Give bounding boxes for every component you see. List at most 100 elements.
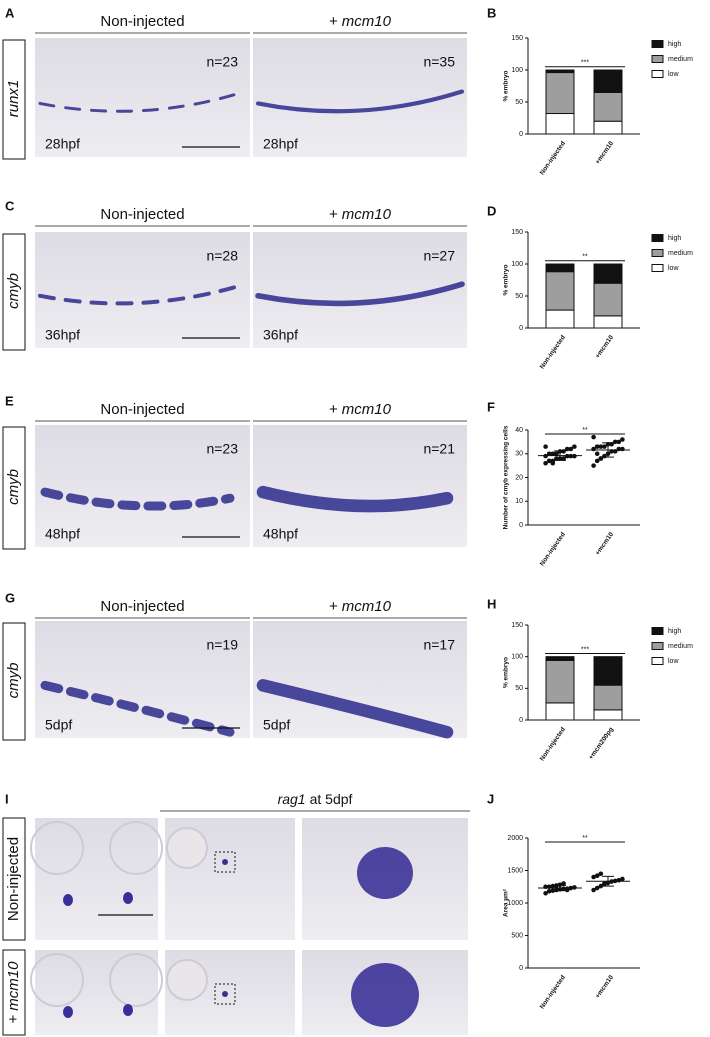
plus-sign: + (329, 206, 338, 223)
data-point (543, 444, 548, 449)
y-tick-label: 1000 (507, 900, 523, 907)
y-tick-label: 0 (519, 131, 523, 138)
micrograph (35, 621, 250, 738)
significance-label: *** (581, 646, 589, 653)
bar-segment (593, 684, 623, 711)
bar-segment (545, 263, 575, 273)
bar-segment (593, 69, 623, 93)
y-tick-label: 40 (515, 427, 523, 434)
stage-label: 28hpf (263, 136, 298, 152)
bar-segment (545, 659, 575, 704)
x-tick-label: +mcm10 (594, 531, 615, 557)
data-point (550, 460, 556, 466)
zoom-box (214, 851, 236, 873)
y-axis-label: % embryo (503, 657, 510, 688)
data-point (568, 446, 574, 452)
data-point (554, 451, 559, 457)
sample-size: n=28 (206, 248, 238, 264)
data-point (602, 444, 607, 449)
data-point (598, 456, 604, 461)
bar-segment (593, 315, 623, 329)
data-point (620, 437, 625, 442)
micrograph (253, 425, 467, 547)
bar-segment (545, 702, 575, 721)
micrograph (253, 621, 467, 738)
panel-letter: F (487, 399, 495, 414)
sample-size: n=23 (206, 54, 238, 70)
thymus-stain (63, 894, 73, 906)
y-tick-label: 150 (511, 35, 523, 42)
y-tick-label: 100 (511, 654, 523, 661)
column-header: Non-injected (100, 401, 184, 418)
gene-box (2, 233, 26, 351)
x-tick-label: Non-injected (539, 974, 567, 1010)
data-point (554, 456, 559, 461)
sample-size: n=35 (423, 54, 455, 70)
significance-label: ** (582, 254, 588, 261)
micrograph (35, 232, 250, 348)
y-tick-label: 150 (511, 622, 523, 629)
y-tick-label: 0 (519, 325, 523, 332)
data-point (550, 888, 556, 893)
data-point (594, 444, 600, 449)
gene-name: mcm10 (342, 401, 392, 418)
bar-segment (593, 282, 623, 317)
data-point (561, 456, 566, 461)
panel-letter: C (5, 198, 15, 213)
data-point (591, 887, 596, 893)
gene-box (2, 426, 26, 550)
panel-letter: E (5, 393, 14, 408)
y-tick-label: 20 (515, 474, 523, 481)
data-point (602, 881, 607, 886)
stage-label: 5dpf (45, 717, 72, 733)
sample-size: n=19 (206, 637, 238, 653)
data-point (616, 439, 622, 445)
stained-tissue (256, 485, 454, 513)
stage-label: 28hpf (45, 136, 80, 152)
thymus-stain (222, 991, 228, 997)
panel-letter: A (5, 5, 15, 20)
legend-swatch (651, 55, 664, 63)
data-point (591, 434, 596, 440)
y-axis-label: Area µm² (503, 888, 510, 917)
bar-segment (545, 656, 575, 661)
eye-outline (109, 821, 163, 875)
thymus-stain (351, 963, 419, 1027)
stained-tissue (255, 89, 465, 114)
stained-tissue (38, 282, 247, 306)
stained-tissue (40, 680, 235, 737)
thymus-stain (357, 847, 413, 899)
data-point (594, 873, 600, 878)
legend-label: medium (668, 250, 693, 257)
data-point (620, 876, 625, 882)
panel-letter: B (487, 5, 496, 20)
legend-label: low (668, 658, 679, 665)
data-point (591, 874, 596, 880)
bar-segment (593, 91, 623, 122)
zoom-box (214, 983, 236, 1005)
column-header: + mcm10 (329, 598, 392, 615)
panel-letter: G (5, 590, 15, 605)
gene-box (2, 39, 26, 160)
data-point (572, 444, 577, 449)
data-point (572, 885, 577, 890)
x-tick-label: +mcm10 (594, 974, 615, 1000)
row-box (2, 949, 26, 1036)
x-tick-label: +mcm10 (594, 334, 615, 360)
y-tick-label: 2000 (507, 835, 523, 842)
legend-label: medium (668, 643, 693, 650)
x-tick-label: +mcm200pg (588, 726, 615, 761)
eye-outline (30, 953, 84, 1007)
y-tick-label: 100 (511, 67, 523, 74)
panel-title: rag1 at 5dpf (278, 791, 353, 807)
bar-segment (545, 113, 575, 135)
bar-segment (593, 120, 623, 135)
stage-label: 36hpf (263, 327, 298, 343)
data-point (598, 444, 604, 449)
legend-label: high (668, 235, 681, 242)
row-label: Non-injected (5, 837, 22, 921)
y-tick-label: 0 (519, 965, 523, 972)
legend-swatch (651, 657, 664, 665)
data-point (620, 446, 625, 452)
gene-label: cmyb (5, 663, 22, 699)
